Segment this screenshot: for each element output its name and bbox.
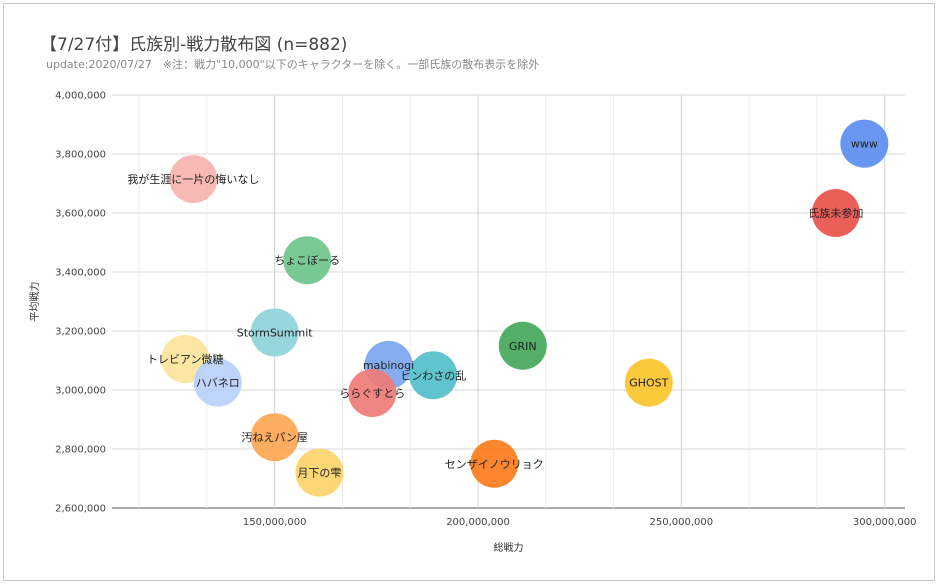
data-label: StormSummit (237, 326, 314, 339)
data-point (498, 321, 547, 370)
x-tick-label: 200,000,000 (446, 517, 510, 528)
chart-frame (3, 3, 935, 581)
x-tick-label: 150,000,000 (243, 517, 307, 528)
data-label: 我が生涯に一片の悔いなし (127, 172, 259, 186)
y-tick-label: 2,800,000 (55, 445, 106, 456)
data-label: 月下の雫 (297, 467, 341, 480)
data-point (470, 439, 519, 488)
data-label: センザイノウリョク (445, 458, 544, 471)
data-label: ららぐすとら (339, 387, 405, 400)
y-tick-label: 3,800,000 (55, 150, 106, 161)
data-point (169, 155, 218, 204)
data-point (193, 358, 242, 407)
y-tick-label: 2,600,000 (55, 504, 106, 515)
y-tick-label: 3,200,000 (55, 327, 106, 338)
data-label: ちょこぼーる (274, 254, 340, 267)
data-label: www (851, 138, 878, 151)
data-point (348, 368, 397, 417)
data-point (840, 119, 889, 168)
data-point (624, 358, 673, 407)
data-point (811, 189, 860, 237)
data-label: トレビアン微糖 (147, 352, 224, 366)
data-point (250, 308, 299, 357)
y-tick-label: 3,000,000 (55, 386, 106, 397)
chart-subtitle: update:2020/07/27 ※注：戦力"10,000"以下のキャラクター… (46, 58, 540, 71)
chart-title: 【7/27付】氏族別-戦力散布図 (n=882) (40, 35, 348, 55)
data-label: GRIN (509, 340, 537, 353)
data-label: mabinogi (363, 359, 414, 372)
x-tick-label: 300,000,000 (853, 517, 917, 528)
data-point (250, 413, 299, 462)
data-label: 氏族未参加 (808, 206, 863, 220)
y-tick-label: 3,600,000 (55, 209, 106, 220)
data-label: ヒンわさの乱 (400, 369, 466, 382)
data-point (409, 351, 458, 400)
y-axis-label: 平均戦力 (28, 282, 41, 322)
axis-ticks: 2,600,000 2,800,000 3,000,000 3,200,000 3,40… (55, 91, 916, 529)
x-axis-label: 総戦力 (494, 541, 524, 554)
data-point (283, 236, 332, 285)
data-label: GHOST (629, 377, 668, 390)
y-tick-label: 3,400,000 (55, 268, 106, 279)
data-point (295, 448, 344, 497)
y-tick-label: 4,000,000 (55, 91, 106, 102)
data-label: ハバネロ (196, 377, 240, 390)
data-label: 汚ねえパン屋 (241, 431, 308, 444)
x-tick-label: 250,000,000 (650, 517, 714, 528)
